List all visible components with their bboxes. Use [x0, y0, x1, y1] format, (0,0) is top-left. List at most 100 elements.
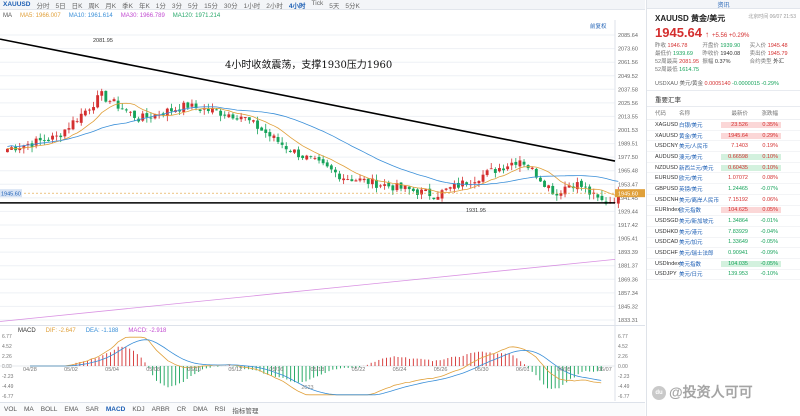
- ratio-value: 0.0005140: [704, 81, 731, 87]
- price-tick-20: 1845.32: [618, 304, 638, 310]
- indicator-tab-11[interactable]: 指标管理: [232, 407, 259, 415]
- ratio-change: -0.0000015: [732, 81, 760, 87]
- symbol-label[interactable]: XAUUSD: [3, 1, 31, 8]
- fx-row-usdjpy[interactable]: USDJPY 美元/日元 139.953 -0.10%: [647, 270, 800, 281]
- indicator-tab-7[interactable]: ARBR: [151, 406, 170, 413]
- fx-name: 新西兰元/美元: [679, 165, 714, 172]
- left-tag-bg: [0, 189, 22, 198]
- price-tick-9: 1977.50: [618, 155, 638, 161]
- indicator-tab-2[interactable]: BOLL: [40, 406, 58, 413]
- candle-body-28: [120, 108, 124, 110]
- candle-body-10: [47, 139, 50, 142]
- candle-body-17: [75, 121, 79, 123]
- year-label: 2023: [301, 385, 314, 391]
- candle-body-31: [133, 110, 136, 118]
- fx-row-nzdusd[interactable]: NZDUSD 新西兰元/美元 0.60435 0.10%: [647, 163, 800, 174]
- fx-row-usdchf[interactable]: USDCHF 美元/瑞士法郎 0.90941 -0.09%: [647, 248, 800, 259]
- fx-row-usdcny[interactable]: USDCNY 美元/人民币 7.1403 0.19%: [647, 141, 800, 153]
- indicator-tab-8[interactable]: CR: [176, 406, 187, 413]
- fx-row-usdindex[interactable]: USDIndex 美元指数 104.035 -0.05%: [647, 259, 800, 270]
- fx-row-gbpusd[interactable]: GBPUSD 英镑/美元 1.24465 -0.07%: [647, 184, 800, 195]
- ma-line-long: [7, 106, 619, 186]
- ma-line-slow: [0, 258, 616, 322]
- candlestick-svg: 2085.64 2073.60 2061.56 2049.52 2037.58 2025.…: [0, 20, 645, 325]
- x-tick-2: 05/04: [105, 367, 119, 373]
- stat-7: 振幅 0.37%: [702, 58, 746, 66]
- timeframe-3[interactable]: 周K: [88, 2, 100, 10]
- candle-body-128: [530, 167, 534, 169]
- candle-body-69: [288, 150, 292, 153]
- timeframe-13[interactable]: 2小时: [266, 2, 283, 10]
- timeframe-7[interactable]: 1分: [155, 2, 166, 10]
- timeframe-16[interactable]: 5天: [329, 2, 340, 10]
- indicator-tab-4[interactable]: SAR: [85, 406, 99, 413]
- low-label: 1931.95: [466, 208, 486, 214]
- candle-body-70: [293, 149, 296, 153]
- fx-table: XAGUSD 白银/美元 23.526 0.35% XAUUSD 黄金/美元 1945.64…: [647, 120, 800, 281]
- indicator-tab-3[interactable]: EMA: [64, 406, 79, 413]
- x-tick-10: 05/26: [433, 367, 448, 373]
- fx-change: -0.01%: [760, 218, 778, 225]
- fx-price: 1.24465: [728, 185, 748, 192]
- ma-line-short: [7, 102, 619, 197]
- candle-body-149: [616, 191, 620, 204]
- indicator-tab-9[interactable]: DMA: [193, 406, 208, 413]
- indicator-tab-5[interactable]: MACD: [105, 406, 126, 413]
- quote-change: +5.56 +0.29%: [712, 33, 750, 39]
- price-tick-17: 1881.37: [618, 264, 638, 270]
- macd-panel[interactable]: MACD DIF: -2.647 DEA: -1.188 MACD: -2.918 6…: [0, 325, 645, 401]
- timeframe-0[interactable]: 分时: [36, 2, 50, 10]
- timeframe-5[interactable]: 季K: [122, 2, 133, 10]
- candle-body-20: [88, 109, 91, 111]
- fx-row-usdcnh[interactable]: USDCNH 美元/离岸人民币 7.15192 0.06%: [647, 195, 800, 206]
- candle-body-35: [149, 117, 153, 119]
- fx-row-xauusd[interactable]: XAUUSD 黄金/美元 1945.64 0.29%: [647, 131, 800, 142]
- fx-row-usdhkd[interactable]: USDHKD 美元/港元 7.83929 -0.04%: [647, 227, 800, 238]
- panel-top-tab[interactable]: 资讯: [647, 0, 800, 9]
- fx-price: 104.035: [721, 260, 751, 267]
- fx-row-audusd[interactable]: AUDUSD 澳元/美元 0.66598 0.10%: [647, 152, 800, 163]
- indicator-tab-1[interactable]: MA: [24, 406, 34, 413]
- timeframe-17[interactable]: 5分K: [345, 2, 360, 10]
- stat-1: 开盘价 1939.90: [702, 42, 746, 50]
- candle-body-48: [202, 108, 206, 110]
- candle-body-9: [42, 140, 46, 141]
- fx-row-eurusd[interactable]: EURUSD 欧元/美元 1.07072 0.08%: [647, 173, 800, 185]
- candle-body-0: [6, 148, 9, 153]
- fx-row-xagusd[interactable]: XAGUSD 白银/美元 23.526 0.35%: [647, 120, 800, 131]
- indicator-tab-10[interactable]: RSI: [214, 406, 226, 413]
- stat-2: 买入价 1945.48: [750, 42, 794, 50]
- candle-body-46: [194, 103, 198, 109]
- timeframe-4[interactable]: 月K: [105, 2, 117, 10]
- price-chart[interactable]: 2085.64 2073.60 2061.56 2049.52 2037.58 2025.…: [0, 20, 645, 325]
- indicator-tab-0[interactable]: VOL: [4, 406, 18, 413]
- timeframe-10[interactable]: 15分: [204, 2, 218, 10]
- candle-body-117: [485, 170, 489, 176]
- candle-body-19: [83, 110, 87, 116]
- timeframe-15[interactable]: Tick: [311, 0, 324, 7]
- timeframe-11[interactable]: 30分: [223, 2, 238, 10]
- candle-body-131: [543, 180, 546, 187]
- fx-row-eurindex[interactable]: EURIndex 欧元指数 104.625 0.05%: [647, 206, 800, 217]
- fx-row-usdcad[interactable]: USDCAD 美元/加元 1.33649 -0.05%: [647, 238, 800, 249]
- x-tick-7: 05/18: [310, 367, 325, 373]
- quote-timestamp: 北京时间 06/07 21:53: [748, 14, 796, 20]
- timeframe-2[interactable]: 日K: [71, 2, 83, 10]
- timeframe-1[interactable]: 5日: [55, 2, 66, 10]
- timeframe-12[interactable]: 1小时: [243, 2, 261, 10]
- stat-6: 52周最高 2081.95: [655, 58, 699, 66]
- ratio-pct: -0.29%: [761, 81, 779, 87]
- stat-5: 卖出价 1945.79: [750, 50, 794, 58]
- ma-label-ma: MA: [3, 12, 12, 19]
- fx-change: 0.19%: [762, 143, 778, 150]
- fx-code: XAGUSD: [655, 121, 679, 128]
- fx-row-usdsgd[interactable]: USDSGD 美元/新加坡元 1.34864 -0.01%: [647, 216, 800, 227]
- timeframe-9[interactable]: 5分: [188, 2, 199, 10]
- indicator-tab-6[interactable]: KDJ: [132, 406, 145, 413]
- price-tick-18: 1869.36: [618, 277, 638, 283]
- timeframe-6[interactable]: 年K: [138, 2, 150, 10]
- candle-body-24: [104, 90, 108, 102]
- timeframe-14[interactable]: 4小时: [288, 2, 306, 10]
- price-tick-16: 1893.39: [618, 250, 638, 256]
- timeframe-8[interactable]: 3分: [171, 2, 183, 10]
